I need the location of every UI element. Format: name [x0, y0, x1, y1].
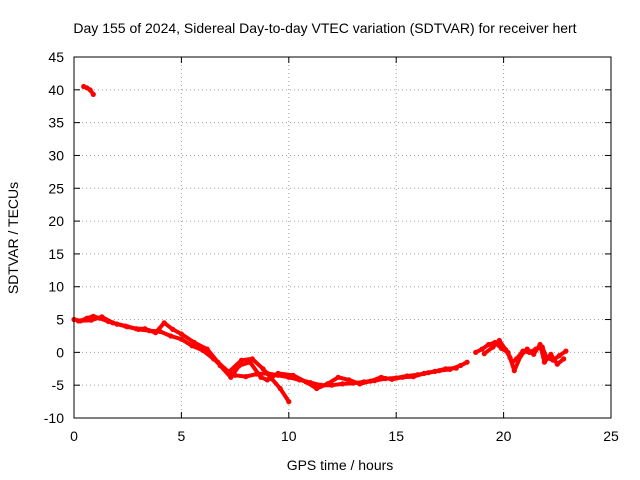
y-tick-label: 20 [48, 213, 64, 229]
data-point [161, 320, 167, 326]
data-point [142, 326, 148, 332]
series-early-cluster [81, 83, 96, 97]
x-tick-label: 0 [70, 428, 78, 444]
data-point [110, 320, 116, 326]
y-tick-label: 40 [48, 82, 64, 98]
data-point [170, 326, 176, 332]
data-point [275, 370, 281, 376]
data-point [324, 381, 331, 387]
data-point [389, 376, 395, 382]
data-point [88, 317, 94, 323]
x-tick-label: 5 [178, 428, 186, 444]
data-point [357, 381, 363, 387]
series-segment-3 [217, 359, 459, 392]
data-point [303, 379, 309, 385]
x-tick-label: 10 [281, 428, 297, 444]
data-point [87, 87, 93, 93]
data-point [464, 359, 470, 365]
data-point [486, 341, 492, 348]
plot-frame [73, 56, 612, 419]
data-point [367, 378, 373, 384]
series-line [76, 314, 291, 404]
data-point [243, 374, 249, 380]
y-axis-title: SDTVAR / TECUs [5, 182, 21, 294]
data-point [531, 351, 537, 357]
data-point [378, 374, 384, 380]
data-point [537, 341, 543, 348]
data-point [178, 331, 184, 337]
data-point [346, 377, 352, 383]
x-tick-label: 20 [496, 428, 512, 444]
data-point [228, 374, 234, 380]
y-tick-label: 35 [48, 115, 64, 131]
data-point [290, 372, 296, 378]
data-point [168, 333, 174, 339]
data-point [443, 366, 449, 372]
data-point [541, 359, 548, 365]
series-segment-2 [75, 314, 292, 405]
data-point [258, 374, 264, 380]
y-tick-label: 45 [48, 49, 64, 65]
data-point [153, 330, 159, 336]
data-point [511, 368, 517, 374]
data-point [503, 347, 509, 353]
data-point [314, 385, 320, 392]
data-point [247, 359, 253, 365]
data-point [238, 357, 245, 363]
y-tick-label: 10 [48, 279, 64, 295]
data-point [556, 353, 563, 359]
data-point [410, 374, 416, 380]
data-point [75, 318, 81, 324]
data-series [71, 83, 569, 405]
x-tick-label: 15 [388, 428, 404, 444]
data-point [458, 362, 464, 369]
data-point [286, 399, 292, 405]
data-point [432, 368, 438, 374]
data-point [548, 351, 554, 357]
data-point [496, 337, 502, 344]
data-point [453, 365, 459, 371]
y-tick-label: -5 [52, 377, 65, 393]
data-point [473, 349, 479, 355]
axis-ticks: 0 5 10 15 20 25 -10 -5 0 5 10 15 20 25 30 35 40 45 [44, 49, 619, 444]
data-point [479, 346, 485, 352]
data-point [421, 370, 427, 376]
y-tick-label: 0 [56, 344, 64, 360]
data-point [264, 377, 270, 383]
data-point [518, 353, 524, 359]
data-point [133, 326, 139, 332]
data-point [217, 362, 223, 369]
data-point [524, 346, 530, 352]
y-tick-label: 5 [56, 312, 64, 328]
data-point [335, 374, 341, 380]
data-point [481, 351, 487, 357]
data-point [554, 361, 560, 367]
data-point [178, 336, 184, 342]
data-point [277, 385, 283, 392]
x-axis-title: GPS time / hours [287, 457, 394, 473]
data-point [400, 374, 406, 380]
data-point [563, 348, 569, 354]
data-point [123, 323, 129, 329]
data-point [260, 366, 266, 372]
data-point [236, 362, 242, 369]
data-point [490, 344, 496, 350]
series-segment-5 [481, 337, 567, 374]
data-point [507, 355, 513, 361]
data-point [191, 339, 197, 346]
chart-title: Day 155 of 2024, Sidereal Day-to-day VTE… [73, 20, 576, 36]
y-tick-label: 25 [48, 180, 64, 196]
data-point [204, 346, 210, 352]
data-point [99, 314, 105, 320]
data-point [90, 91, 96, 97]
y-tick-label: 15 [48, 246, 64, 262]
x-tick-label: 25 [603, 428, 619, 444]
data-point [339, 381, 346, 387]
y-tick-label: -10 [44, 410, 64, 426]
data-point [561, 356, 567, 362]
y-tick-label: 30 [48, 147, 64, 163]
grid [74, 57, 611, 418]
